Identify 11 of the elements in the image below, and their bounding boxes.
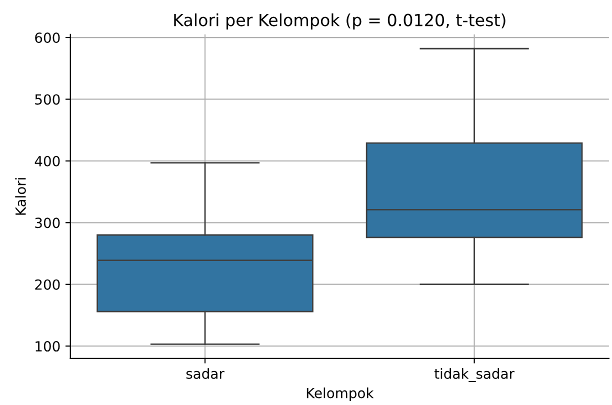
y-tick-label: 500 — [35, 94, 60, 105]
x-tick-label: tidak_sadar — [434, 368, 514, 382]
x-tick-label: sadar — [186, 368, 224, 379]
y-tick-label: 200 — [35, 279, 60, 290]
y-tick-label: 400 — [34, 156, 60, 166]
y-axis-title: Kalori — [15, 178, 26, 215]
chart-title: Kalori per Kelompok (p = 0.0120, t-test) — [174, 13, 506, 30]
y-tick-label: 600 — [35, 32, 60, 43]
x-axis-title: Kelompok — [306, 388, 374, 401]
y-tick-label: 300 — [35, 218, 60, 228]
y-tick-label: 100 — [36, 341, 60, 352]
